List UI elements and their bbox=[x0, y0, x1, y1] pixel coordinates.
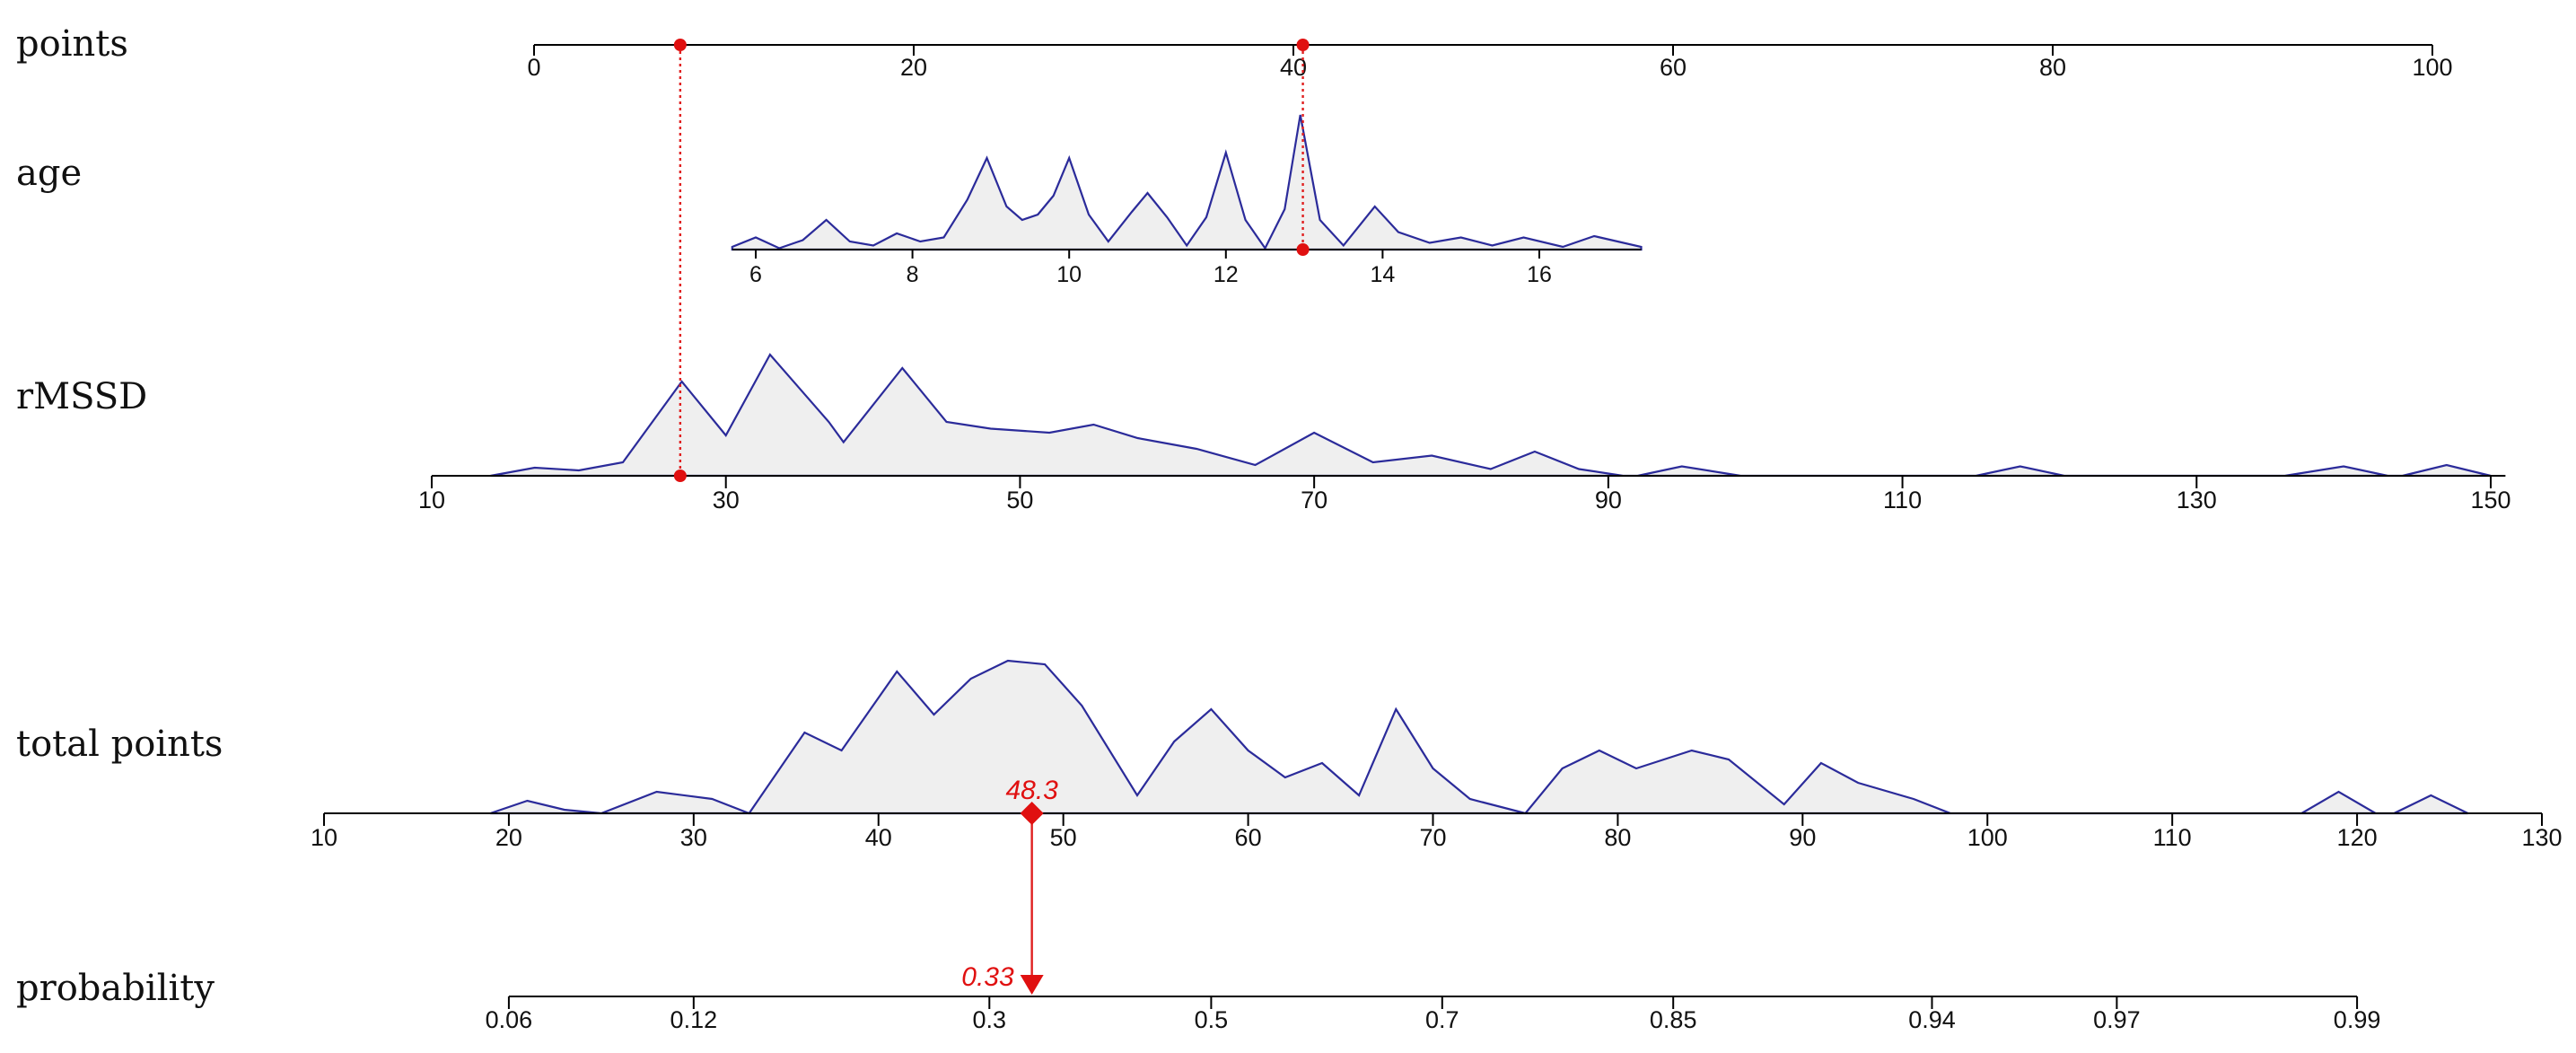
tick-label-age: 16 bbox=[1527, 262, 1552, 287]
probability-arrowhead bbox=[1020, 975, 1044, 995]
tick-label-points: 100 bbox=[2412, 54, 2452, 81]
row-label-rMSSD: rMSSD bbox=[16, 376, 147, 417]
tick-label-probability: 0.5 bbox=[1195, 1006, 1229, 1033]
tick-label-total-points: 80 bbox=[1604, 824, 1631, 851]
tick-label-rMSSD: 10 bbox=[418, 487, 445, 513]
tick-label-probability: 0.94 bbox=[1908, 1006, 1956, 1033]
tick-label-total-points: 40 bbox=[865, 824, 892, 851]
tick-label-probability: 0.85 bbox=[1650, 1006, 1697, 1033]
row-label-probability: probability bbox=[16, 968, 215, 1009]
tick-label-points: 0 bbox=[527, 54, 540, 81]
tick-label-rMSSD: 70 bbox=[1301, 487, 1327, 513]
tick-label-total-points: 110 bbox=[2153, 824, 2192, 851]
row-label-points: points bbox=[16, 23, 128, 65]
tick-label-total-points: 70 bbox=[1419, 824, 1446, 851]
probability-value-label: 0.33 bbox=[961, 962, 1014, 992]
tick-label-rMSSD: 90 bbox=[1595, 487, 1622, 513]
tick-label-points: 60 bbox=[1660, 54, 1687, 81]
row-label-total-points: total points bbox=[16, 724, 223, 765]
age-points-marker bbox=[1296, 39, 1310, 51]
tick-label-total-points: 60 bbox=[1235, 824, 1262, 851]
tick-label-total-points: 90 bbox=[1789, 824, 1816, 851]
tick-label-age: 10 bbox=[1056, 262, 1082, 287]
tick-label-total-points: 10 bbox=[311, 824, 337, 851]
tick-label-rMSSD: 30 bbox=[713, 487, 740, 513]
tick-label-points: 20 bbox=[900, 54, 927, 81]
age-value-marker bbox=[1296, 243, 1310, 256]
density-curve-total-points bbox=[489, 659, 2469, 815]
tick-label-age: 8 bbox=[907, 262, 919, 287]
tick-label-age: 14 bbox=[1370, 262, 1395, 287]
total-points-marker bbox=[1020, 802, 1044, 825]
tick-label-probability: 0.3 bbox=[973, 1006, 1007, 1033]
tick-label-rMSSD: 50 bbox=[1006, 487, 1033, 513]
rmssd-points-marker bbox=[673, 39, 687, 51]
tick-label-total-points: 50 bbox=[1050, 824, 1077, 851]
tick-label-total-points: 120 bbox=[2337, 824, 2378, 851]
tick-label-total-points: 20 bbox=[495, 824, 522, 851]
tick-label-probability: 0.7 bbox=[1425, 1006, 1459, 1033]
tick-label-probability: 0.12 bbox=[670, 1006, 718, 1033]
tick-label-age: 12 bbox=[1214, 262, 1239, 287]
tick-label-age: 6 bbox=[749, 262, 762, 287]
rmssd-value-marker bbox=[673, 469, 687, 482]
tick-label-total-points: 100 bbox=[1967, 824, 2008, 851]
tick-label-total-points: 130 bbox=[2521, 824, 2562, 851]
density-curve-rMSSD bbox=[490, 353, 2492, 478]
tick-label-rMSSD: 150 bbox=[2470, 487, 2510, 513]
tick-label-probability: 0.06 bbox=[486, 1006, 533, 1033]
tick-label-probability: 0.99 bbox=[2334, 1006, 2381, 1033]
tick-label-rMSSD: 110 bbox=[1883, 487, 1922, 513]
tick-label-rMSSD: 130 bbox=[2177, 487, 2217, 513]
total-points-value-label: 48.3 bbox=[1005, 776, 1058, 805]
density-curve-age bbox=[731, 114, 1643, 251]
tick-label-points: 80 bbox=[2039, 54, 2066, 81]
tick-label-probability: 0.97 bbox=[2093, 1006, 2141, 1033]
row-label-age: age bbox=[16, 153, 82, 194]
tick-label-total-points: 30 bbox=[680, 824, 707, 851]
